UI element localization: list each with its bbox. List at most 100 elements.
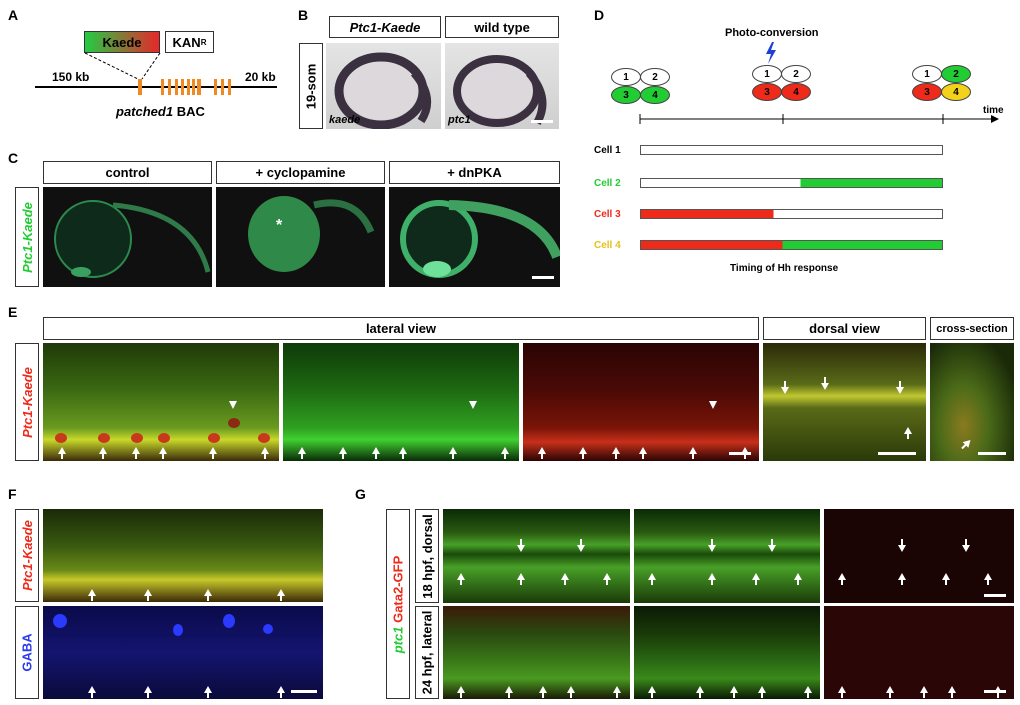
arrow [708,573,716,585]
c-embryo-dnpka [400,200,560,278]
f-image-ptc1 [43,509,323,602]
arrow [904,427,912,439]
scale-bar [878,452,916,455]
panel-label-g: G [355,486,366,502]
arrow [648,573,656,585]
arrow [144,589,152,601]
g-image-r1-red [824,509,1014,603]
arrow [689,447,697,459]
time-axis [639,114,999,124]
arrow [261,447,269,459]
scale-bar [531,120,553,123]
panel-label-f: F [8,486,17,502]
arrow-down [781,381,789,394]
arrow [696,686,704,698]
c-col3-header: + dnPKA [389,161,560,184]
bac-label: patched1 BAC [116,104,205,119]
left-kb-label: 150 kb [52,70,90,84]
c-image-control [43,187,212,287]
b-row-label: 19-som [299,43,323,129]
arrow [648,686,656,698]
dash-line-left [84,52,139,80]
arrow [838,573,846,585]
arrow-down [898,539,906,552]
arrow [132,447,140,459]
arrow [339,447,347,459]
cell2-bar [640,178,943,188]
cell4-bar [640,240,943,250]
arrowhead [229,401,237,409]
e-row-label: Ptc1-Kaede [15,343,39,461]
arrow [457,686,465,698]
panel-label-e: E [8,304,18,320]
cell2-label: Cell 2 [594,178,621,189]
c-col2-header: + cyclopamine [216,161,385,184]
scale-bar [984,690,1006,693]
arrow [277,589,285,601]
f-image-gaba [43,606,323,699]
arrow [984,573,992,585]
b-image-ptc1: ptc1 [445,43,559,129]
kan-box: KAN R [165,31,214,53]
arrow [741,447,749,459]
e-image-cross [930,343,1014,461]
bac-diagram [35,52,277,95]
arrowhead [469,401,477,409]
cell3-bar [640,209,943,219]
cell-3-t0: 3 [611,86,641,104]
cell-2-t1: 2 [781,65,811,83]
bac-suffix: BAC [173,104,205,119]
arrow [886,686,894,698]
arrow [159,447,167,459]
g-gata-text: Gata2-GFP [390,555,406,627]
b-img2-label: ptc1 [448,114,471,126]
arrow [561,573,569,585]
e-image-green [283,343,519,461]
b-img1-label: kaede [329,114,361,126]
arrow [88,589,96,601]
g-side-label: ptc1 Gata2-GFP [386,509,410,699]
b-col1-header: Ptc1-Kaede [329,16,441,38]
exon-marks [138,79,231,95]
g-image-r2-merge [443,606,630,699]
cell3-label: Cell 3 [594,209,621,220]
bac-gene-name: patched1 [116,104,174,119]
arrow [538,447,546,459]
panel-label-c: C [8,150,19,166]
arrow-down [517,539,525,552]
e-cross-header: cross-section [930,317,1014,340]
cell-2-t2: 2 [941,65,971,83]
arrow [920,686,928,698]
arrow [517,573,525,585]
dash-line-right [141,52,161,80]
kaede-label: Kaede [102,34,142,50]
b-col2-header: wild type [445,16,559,38]
arrow-down [708,539,716,552]
arrow-down [896,381,904,394]
arrow-down [768,539,776,552]
arrow [758,686,766,698]
cell-1-t0: 1 [611,68,641,86]
cell-3-t1: 3 [752,83,782,101]
arrow [603,573,611,585]
arrow [752,573,760,585]
scale-bar [729,452,751,455]
arrow [209,447,217,459]
c-row-label: Ptc1-Kaede [15,187,39,287]
g-image-r2-green [634,606,820,699]
cell-1-t2: 1 [912,65,942,83]
arrow [204,589,212,601]
g-image-r1-merge [443,509,630,603]
arrow [449,447,457,459]
f-row1-label: Ptc1-Kaede [15,509,39,602]
arrow-down [962,539,970,552]
g-ptc1-text: ptc1 [390,626,406,653]
c-embryo-control [54,200,211,278]
e-image-merge [43,343,279,461]
panel-label-a: A [8,7,19,23]
arrow [501,447,509,459]
photo-conversion-label: Photo-conversion [725,27,819,39]
arrow [794,573,802,585]
arrow [539,686,547,698]
cell4-label: Cell 4 [594,240,621,251]
